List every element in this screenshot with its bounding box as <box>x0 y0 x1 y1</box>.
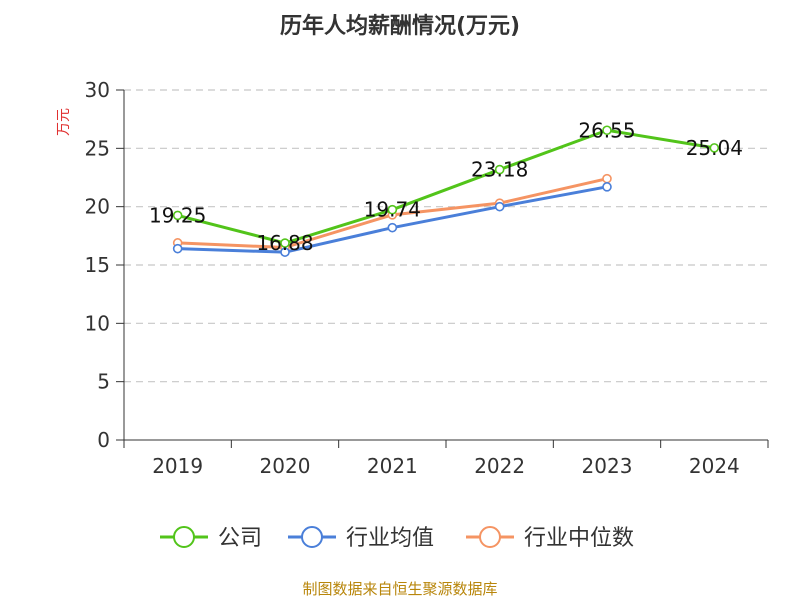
legend-swatch-marker <box>173 526 195 548</box>
series-line <box>177 128 715 245</box>
data-point <box>494 164 505 175</box>
legend-entry: 行业中位数 <box>524 526 634 551</box>
data-point <box>602 182 612 192</box>
y-tick-label: 0 <box>97 428 110 452</box>
data-point <box>709 143 720 153</box>
data-label: 16.88 <box>256 231 313 255</box>
data-point <box>602 173 612 184</box>
grid-lines <box>124 89 768 383</box>
data-point <box>172 210 183 221</box>
x-tick-label: 2023 <box>582 454 633 478</box>
data-point <box>280 238 290 248</box>
y-axis-label: 万元 <box>56 108 72 136</box>
y-tick-label: 5 <box>97 370 110 394</box>
chart-title: 历年人均薪酬情况(万元) <box>280 13 520 39</box>
y-tick-label: 15 <box>85 253 110 277</box>
data-label: 19.25 <box>149 203 206 227</box>
data-labels: 19.25 16.88 19.74 23.18 26.55 25.04 <box>149 118 743 255</box>
data-point <box>494 201 505 212</box>
legend-swatch-marker <box>479 526 501 548</box>
x-tick-label: 2022 <box>474 454 525 478</box>
axes: 0 5 10 15 20 25 30 2019 2020 2021 2022 2023 2024 <box>85 78 769 478</box>
x-tick-label: 2019 <box>152 454 203 478</box>
x-tick-label: 2020 <box>260 454 311 478</box>
data-label: 23.18 <box>471 158 528 182</box>
y-tick-label: 10 <box>85 311 110 335</box>
y-tick-label: 25 <box>85 136 110 160</box>
data-point <box>387 204 398 215</box>
legend-entry: 行业均值 <box>346 526 434 551</box>
y-tick-label: 20 <box>85 195 110 219</box>
series-group <box>172 125 720 257</box>
data-label: 19.74 <box>364 198 421 222</box>
data-label: 26.55 <box>578 118 635 142</box>
data-label: 25.04 <box>686 136 743 160</box>
x-tick-label: 2021 <box>367 454 418 478</box>
legend-swatch-marker <box>301 526 323 548</box>
data-point <box>602 125 612 136</box>
source-note: 制图数据来自恒生聚源数据库 <box>302 580 497 598</box>
y-tick-label: 30 <box>85 78 110 102</box>
legend: 公司 行业均值 行业中位数 <box>160 526 634 551</box>
data-point <box>172 243 183 254</box>
x-tick-label: 2024 <box>689 454 740 478</box>
data-point <box>387 222 398 233</box>
data-point <box>280 247 290 257</box>
legend-entry: 公司 <box>218 526 262 551</box>
